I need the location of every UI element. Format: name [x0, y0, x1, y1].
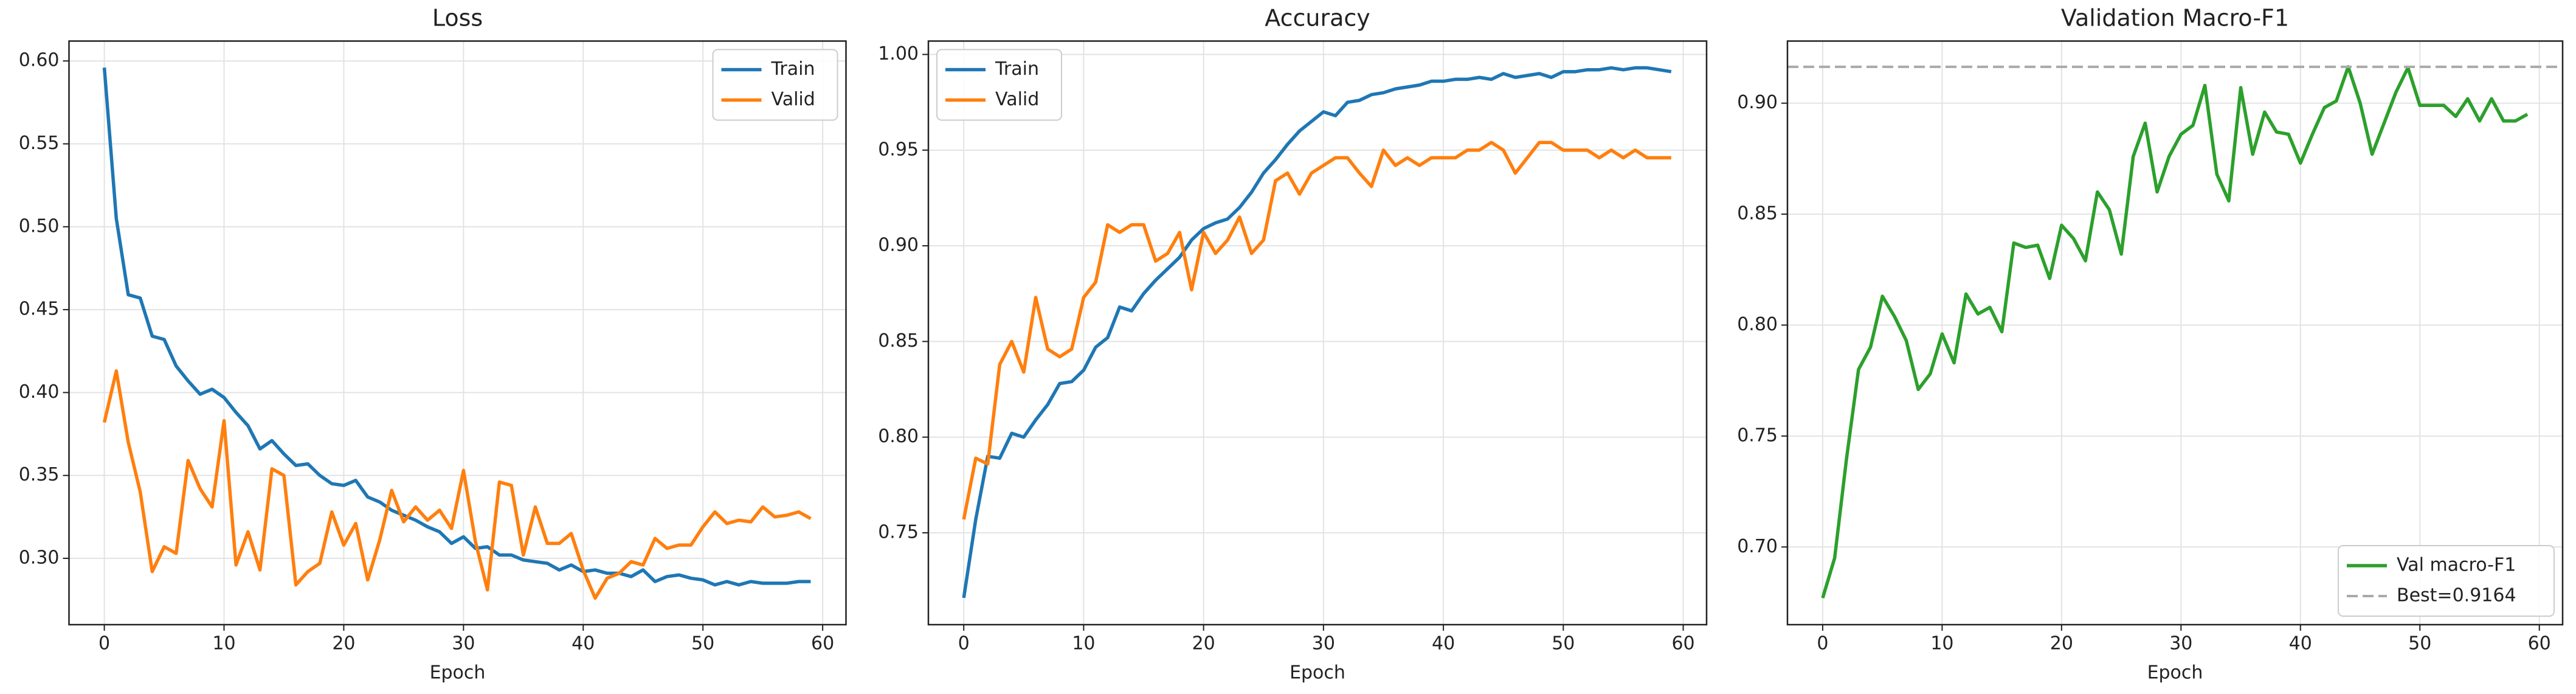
- y-tick-label: 1.00: [878, 43, 919, 64]
- x-tick-label: 0: [98, 633, 110, 654]
- legend-label: Valid: [995, 89, 1039, 110]
- y-tick-label: 0.80: [1737, 314, 1778, 335]
- y-tick-label: 0.70: [1737, 536, 1778, 557]
- axes-frame: [1786, 40, 2564, 626]
- legend: Val macro-F1 Best=0.9164: [2338, 545, 2555, 617]
- y-tick-label: 0.85: [878, 330, 919, 352]
- y-tick-label: 0.30: [19, 547, 60, 568]
- y-tick-label: 0.35: [19, 464, 60, 485]
- y-tick-label: 0.80: [878, 426, 919, 447]
- legend-box: [712, 49, 838, 121]
- chart-title: Accuracy: [1265, 5, 1370, 32]
- x-tick-label: 40: [571, 633, 595, 654]
- x-tick-label: 50: [1552, 633, 1575, 654]
- x-tick-label: 0: [1817, 633, 1828, 654]
- x-tick-label: 60: [2528, 633, 2551, 654]
- x-tick-label: 50: [2408, 633, 2431, 654]
- x-tick-label: 0: [958, 633, 970, 654]
- data-line: [1821, 65, 2529, 599]
- legend: Train Valid: [936, 49, 1062, 121]
- x-tick-label: 60: [811, 633, 834, 654]
- legend-label: Train: [771, 58, 815, 80]
- data-line: [962, 66, 1672, 599]
- y-tick-label: 0.55: [19, 133, 60, 154]
- y-tick-label: 0.45: [19, 299, 60, 320]
- y-tick-label: 0.90: [1737, 92, 1778, 113]
- legend-label: Train: [995, 58, 1039, 80]
- legend: Train Valid: [712, 49, 838, 121]
- y-tick-label: 0.60: [19, 50, 60, 71]
- x-tick-label: 20: [332, 633, 355, 654]
- data-line: [102, 369, 812, 600]
- y-tick-label: 0.90: [878, 235, 919, 256]
- legend-label: Best=0.9164: [2397, 585, 2516, 606]
- x-axis-label: Epoch: [2147, 662, 2203, 684]
- x-axis-label: Epoch: [430, 662, 486, 684]
- x-tick-label: 20: [2050, 633, 2073, 654]
- x-tick-label: 50: [691, 633, 714, 654]
- legend-box: [2338, 545, 2555, 617]
- x-tick-label: 30: [452, 633, 475, 654]
- x-tick-label: 40: [1432, 633, 1455, 654]
- axes-frame: [68, 40, 847, 626]
- x-axis-label: Epoch: [1290, 662, 1345, 684]
- y-tick-label: 0.75: [1737, 425, 1778, 446]
- x-tick-label: 20: [1192, 633, 1215, 654]
- y-tick-label: 0.50: [19, 215, 60, 237]
- y-tick-label: 0.40: [19, 381, 60, 403]
- y-tick-label: 0.75: [878, 521, 919, 543]
- legend-label: Valid: [772, 89, 815, 110]
- y-tick-label: 0.95: [878, 139, 919, 160]
- legend-label: Val macro-F1: [2397, 555, 2516, 576]
- x-tick-label: 30: [2169, 633, 2192, 654]
- data-line: [962, 141, 1671, 520]
- x-tick-label: 10: [1072, 633, 1095, 654]
- x-tick-label: 40: [2289, 633, 2312, 654]
- x-tick-label: 10: [1930, 633, 1953, 654]
- y-tick-label: 0.85: [1737, 203, 1778, 224]
- legend-box: [936, 49, 1062, 121]
- x-tick-label: 60: [1671, 633, 1694, 654]
- x-tick-label: 30: [1312, 633, 1335, 654]
- data-line: [102, 67, 811, 587]
- x-tick-label: 10: [212, 633, 235, 654]
- axes-frame: [927, 40, 1708, 626]
- chart-title: Validation Macro-F1: [2061, 5, 2289, 32]
- chart-title: Loss: [432, 5, 483, 32]
